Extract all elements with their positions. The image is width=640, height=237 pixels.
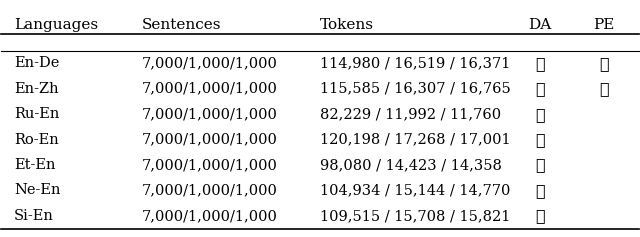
Text: Ru-En: Ru-En: [14, 107, 60, 121]
Text: ✓: ✓: [535, 55, 545, 72]
Text: Et-En: Et-En: [14, 158, 56, 172]
Text: ✓: ✓: [599, 80, 609, 97]
Text: ✓: ✓: [535, 182, 545, 199]
Text: Languages: Languages: [14, 18, 99, 32]
Text: 7,000/1,000/1,000: 7,000/1,000/1,000: [141, 183, 278, 197]
Text: 120,198 / 17,268 / 17,001: 120,198 / 17,268 / 17,001: [320, 132, 511, 146]
Text: ✓: ✓: [535, 131, 545, 148]
Text: 7,000/1,000/1,000: 7,000/1,000/1,000: [141, 158, 278, 172]
Text: Si-En: Si-En: [14, 209, 54, 223]
Text: ✓: ✓: [535, 80, 545, 97]
Text: Ne-En: Ne-En: [14, 183, 61, 197]
Text: 109,515 / 15,708 / 15,821: 109,515 / 15,708 / 15,821: [320, 209, 510, 223]
Text: ✓: ✓: [599, 55, 609, 72]
Text: 115,585 / 16,307 / 16,765: 115,585 / 16,307 / 16,765: [320, 82, 511, 96]
Text: 98,080 / 14,423 / 14,358: 98,080 / 14,423 / 14,358: [320, 158, 502, 172]
Text: Tokens: Tokens: [320, 18, 374, 32]
Text: ✓: ✓: [535, 106, 545, 123]
Text: PE: PE: [593, 18, 614, 32]
Text: 82,229 / 11,992 / 11,760: 82,229 / 11,992 / 11,760: [320, 107, 501, 121]
Text: 114,980 / 16,519 / 16,371: 114,980 / 16,519 / 16,371: [320, 56, 510, 70]
Text: DA: DA: [528, 18, 552, 32]
Text: 7,000/1,000/1,000: 7,000/1,000/1,000: [141, 209, 278, 223]
Text: 7,000/1,000/1,000: 7,000/1,000/1,000: [141, 82, 278, 96]
Text: Ro-En: Ro-En: [14, 132, 59, 146]
Text: 7,000/1,000/1,000: 7,000/1,000/1,000: [141, 56, 278, 70]
Text: 7,000/1,000/1,000: 7,000/1,000/1,000: [141, 132, 278, 146]
Text: En-Zh: En-Zh: [14, 82, 59, 96]
Text: 104,934 / 15,144 / 14,770: 104,934 / 15,144 / 14,770: [320, 183, 510, 197]
Text: ✓: ✓: [535, 156, 545, 173]
Text: ✓: ✓: [535, 207, 545, 224]
Text: 7,000/1,000/1,000: 7,000/1,000/1,000: [141, 107, 278, 121]
Text: Sentences: Sentences: [141, 18, 221, 32]
Text: En-De: En-De: [14, 56, 60, 70]
